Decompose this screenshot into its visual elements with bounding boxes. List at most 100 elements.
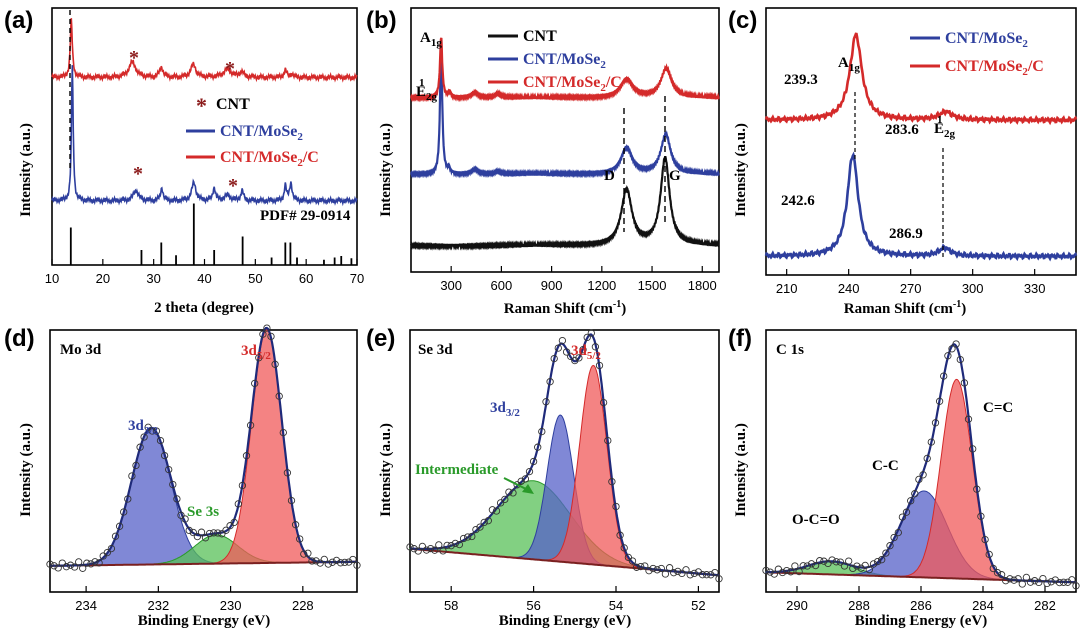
data-point: [54, 564, 62, 572]
data-point: [1068, 576, 1076, 584]
data-point: [1059, 578, 1068, 586]
data-point: [770, 570, 778, 578]
data-point: [1039, 574, 1047, 583]
data-point: [554, 344, 562, 352]
data-point: [849, 564, 857, 573]
data-point: [414, 547, 422, 555]
data-point: [915, 475, 923, 484]
data-point: [165, 465, 173, 474]
data-point: [455, 540, 464, 549]
data-point: [111, 532, 120, 540]
data-point: [1006, 575, 1014, 583]
x-tick-label: 232: [148, 598, 170, 613]
series-line-red: [51, 18, 358, 83]
data-point: [312, 557, 320, 565]
panel-a: (a) Intensity (a.u.) 2 theta (degree) 10…: [4, 7, 364, 316]
data-point: [935, 397, 944, 405]
data-point: [349, 555, 357, 564]
x-tick-label: 230: [220, 598, 242, 613]
label-3d52-e: 3d5/2: [571, 343, 601, 362]
data-point: [538, 427, 546, 436]
label-3d32-e: 3d3/2: [490, 400, 520, 419]
data-point: [546, 378, 554, 386]
data-point: [148, 427, 156, 435]
data-point: [795, 567, 803, 576]
data-point: [820, 557, 828, 565]
e2g-label-c: E2g1: [934, 114, 956, 140]
data-point: [865, 566, 873, 574]
data-point: [406, 543, 414, 551]
data-point: [201, 534, 210, 542]
data-point: [1014, 575, 1022, 583]
data-point: [144, 423, 152, 431]
data-point: [156, 436, 165, 445]
data-point: [263, 324, 271, 332]
legend-c: CNT/MoSe2 CNT/MoSe2/C: [910, 30, 1044, 78]
data-point: [1026, 578, 1035, 586]
legend-cnt: CNT: [216, 96, 250, 113]
data-point: [1035, 578, 1043, 587]
data-point: [1047, 578, 1055, 586]
data-point: [845, 557, 853, 565]
panel-label-a: (a): [4, 7, 33, 34]
data-point: [1031, 577, 1039, 585]
data-point: [255, 354, 263, 362]
data-point: [911, 490, 919, 498]
y-axis-label-a: Intensity (a.u.): [18, 123, 34, 217]
e2g-label-b: E2g1: [416, 77, 438, 103]
data-point: [283, 469, 292, 477]
x-tick-label: 240: [838, 281, 860, 296]
data-point: [707, 571, 715, 579]
data-point: [316, 559, 324, 567]
data-point: [907, 497, 915, 505]
data-point: [529, 457, 538, 466]
data-point: [304, 549, 312, 557]
data-point: [931, 419, 940, 427]
data-point: [328, 558, 337, 566]
data-point: [637, 562, 645, 571]
data-point: [964, 415, 973, 423]
data-point: [940, 372, 948, 380]
legend-cnt-mose2-c-b: CNT/MoSe2/C: [523, 74, 622, 94]
data-point: [246, 421, 255, 429]
x-axis-label-e: Binding Energy (eV): [499, 613, 632, 629]
data-point: [567, 352, 575, 361]
data-point: [336, 559, 345, 567]
data-point: [645, 567, 653, 575]
series-c: [764, 32, 1078, 262]
series-line-red: [764, 32, 1078, 126]
panel-d: (d) Intensity (a.u.) Binding Energy (eV)…: [4, 324, 361, 629]
data-point: [287, 496, 296, 505]
data-point: [985, 550, 993, 559]
x-tick-label: 600: [491, 278, 513, 293]
data-point: [169, 480, 177, 489]
legend-cnt-b: CNT: [523, 28, 557, 45]
data-point: [591, 343, 600, 351]
a1g-label-c: A1g: [838, 55, 860, 74]
data-point: [861, 561, 869, 570]
data-point: [115, 522, 124, 530]
data-point: [534, 443, 542, 451]
data-point: [189, 528, 197, 537]
data-point: [762, 566, 770, 575]
data-point: [238, 481, 247, 490]
x-tick-label: 1800: [688, 278, 717, 293]
y-axis-label-c: Intensity (a.u.): [733, 123, 749, 217]
data-point: [993, 569, 1002, 577]
data-point: [1002, 577, 1010, 585]
data-point: [251, 379, 259, 388]
data-point: [649, 564, 657, 573]
data-point: [271, 360, 279, 368]
data-point: [807, 560, 816, 568]
data-point: [558, 336, 567, 345]
data-point: [944, 352, 952, 360]
data-point: [435, 541, 443, 549]
data-point: [517, 477, 525, 485]
data-point: [83, 559, 91, 567]
data-point: [873, 557, 882, 566]
x-tick-label: 300: [440, 278, 462, 293]
x-tick-label: 284: [972, 598, 994, 613]
data-point: [1051, 576, 1059, 584]
data-point: [46, 560, 54, 568]
data-point: [75, 558, 83, 566]
